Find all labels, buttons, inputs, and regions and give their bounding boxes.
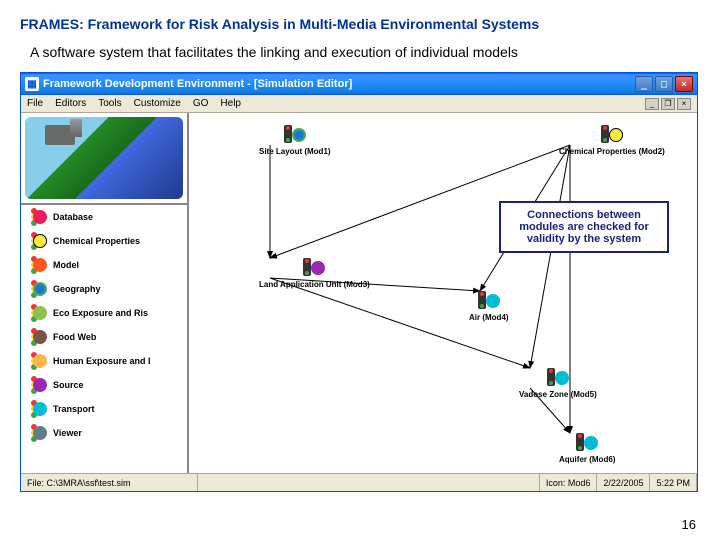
status-icon: Icon: Mod6 <box>540 474 598 491</box>
page-number: 16 <box>682 517 696 532</box>
node-site[interactable]: Site Layout (Mod1) <box>259 125 331 156</box>
traffic-light-icon <box>27 400 47 418</box>
menu-go[interactable]: GO <box>193 98 209 109</box>
module-glyph-icon <box>33 306 47 320</box>
module-item[interactable]: Human Exposure and I <box>21 349 187 373</box>
mdi-controls: _ ❐ × <box>645 98 691 110</box>
node-label: Air (Mod4) <box>469 313 509 322</box>
module-glyph-icon <box>33 330 47 344</box>
module-item[interactable]: Chemical Properties <box>21 229 187 253</box>
menu-editors[interactable]: Editors <box>55 98 86 109</box>
module-item[interactable]: Food Web <box>21 325 187 349</box>
traffic-light-icon <box>27 232 47 250</box>
node-label: Aquifer (Mod6) <box>559 455 615 464</box>
node-icon <box>576 433 598 453</box>
module-label: Source <box>53 380 84 390</box>
menu-file[interactable]: File <box>27 98 43 109</box>
node-label: Chemical Properties (Mod2) <box>559 147 665 156</box>
module-list[interactable]: Database Chemical Properties Model Geogr… <box>21 205 187 473</box>
mdi-min-button[interactable]: _ <box>645 98 659 110</box>
module-item[interactable]: Geography <box>21 277 187 301</box>
node-label: Vadose Zone (Mod5) <box>519 390 597 399</box>
module-label: Human Exposure and I <box>53 356 151 366</box>
module-label: Viewer <box>53 428 82 438</box>
app-icon: ▦ <box>25 77 39 91</box>
node-chem[interactable]: Chemical Properties (Mod2) <box>559 125 665 156</box>
module-label: Model <box>53 260 79 270</box>
module-glyph-icon <box>33 234 47 248</box>
module-item[interactable]: Database <box>21 205 187 229</box>
module-item[interactable]: Source <box>21 373 187 397</box>
window-title: Framework Development Environment - [Sim… <box>43 78 633 90</box>
traffic-light-icon <box>27 328 47 346</box>
workspace: Database Chemical Properties Model Geogr… <box>21 113 697 473</box>
traffic-light-icon <box>27 208 47 226</box>
traffic-light-icon <box>27 304 47 322</box>
node-icon <box>547 368 569 388</box>
module-glyph-icon <box>33 282 47 296</box>
scene-preview <box>21 113 187 205</box>
traffic-light-icon <box>27 376 47 394</box>
node-icon <box>303 258 325 278</box>
module-item[interactable]: Viewer <box>21 421 187 445</box>
traffic-light-icon <box>27 256 47 274</box>
node-icon <box>284 125 306 145</box>
module-glyph-icon <box>33 210 47 224</box>
titlebar[interactable]: ▦ Framework Development Environment - [S… <box>21 73 697 95</box>
node-icon <box>478 291 500 311</box>
node-air[interactable]: Air (Mod4) <box>469 291 509 322</box>
scene-image <box>25 117 183 199</box>
menu-tools[interactable]: Tools <box>98 98 121 109</box>
module-label: Eco Exposure and Ris <box>53 308 148 318</box>
module-label: Geography <box>53 284 101 294</box>
module-glyph-icon <box>33 378 47 392</box>
menubar: File Editors Tools Customize GO Help _ ❐… <box>21 95 697 113</box>
traffic-light-icon <box>27 352 47 370</box>
node-land[interactable]: Land Application Unit (Mod3) <box>259 258 370 289</box>
minimize-button[interactable]: _ <box>635 76 653 92</box>
node-label: Site Layout (Mod1) <box>259 147 331 156</box>
app-window: ▦ Framework Development Environment - [S… <box>20 72 698 492</box>
module-label: Chemical Properties <box>53 236 140 246</box>
maximize-button[interactable]: □ <box>655 76 673 92</box>
traffic-light-icon <box>27 424 47 442</box>
status-date: 2/22/2005 <box>597 474 650 491</box>
canvas[interactable]: Site Layout (Mod1) Chemical Properties (… <box>189 113 697 473</box>
mdi-close-button[interactable]: × <box>677 98 691 110</box>
node-label: Land Application Unit (Mod3) <box>259 280 370 289</box>
callout-box: Connections between modules are checked … <box>499 201 669 253</box>
close-button[interactable]: × <box>675 76 693 92</box>
module-glyph-icon <box>33 402 47 416</box>
statusbar: File: C:\3MRA\ssf\test.sim Icon: Mod6 2/… <box>21 473 697 491</box>
status-file: File: C:\3MRA\ssf\test.sim <box>21 474 198 491</box>
connection-line <box>530 145 570 368</box>
connections-layer <box>189 113 697 473</box>
module-item[interactable]: Model <box>21 253 187 277</box>
module-label: Food Web <box>53 332 96 342</box>
module-glyph-icon <box>33 426 47 440</box>
slide-subtitle: A software system that facilitates the l… <box>0 40 720 72</box>
status-time: 5:22 PM <box>650 474 697 491</box>
mdi-restore-button[interactable]: ❐ <box>661 98 675 110</box>
left-panel: Database Chemical Properties Model Geogr… <box>21 113 189 473</box>
menu-help[interactable]: Help <box>220 98 241 109</box>
node-aquifer[interactable]: Aquifer (Mod6) <box>559 433 615 464</box>
module-item[interactable]: Eco Exposure and Ris <box>21 301 187 325</box>
module-glyph-icon <box>33 354 47 368</box>
traffic-light-icon <box>27 280 47 298</box>
module-glyph-icon <box>33 258 47 272</box>
slide-title: FRAMES: Framework for Risk Analysis in M… <box>0 0 720 40</box>
node-icon <box>601 125 623 145</box>
module-label: Transport <box>53 404 95 414</box>
module-item[interactable]: Transport <box>21 397 187 421</box>
menu-customize[interactable]: Customize <box>134 98 181 109</box>
module-label: Database <box>53 212 93 222</box>
node-vadose[interactable]: Vadose Zone (Mod5) <box>519 368 597 399</box>
